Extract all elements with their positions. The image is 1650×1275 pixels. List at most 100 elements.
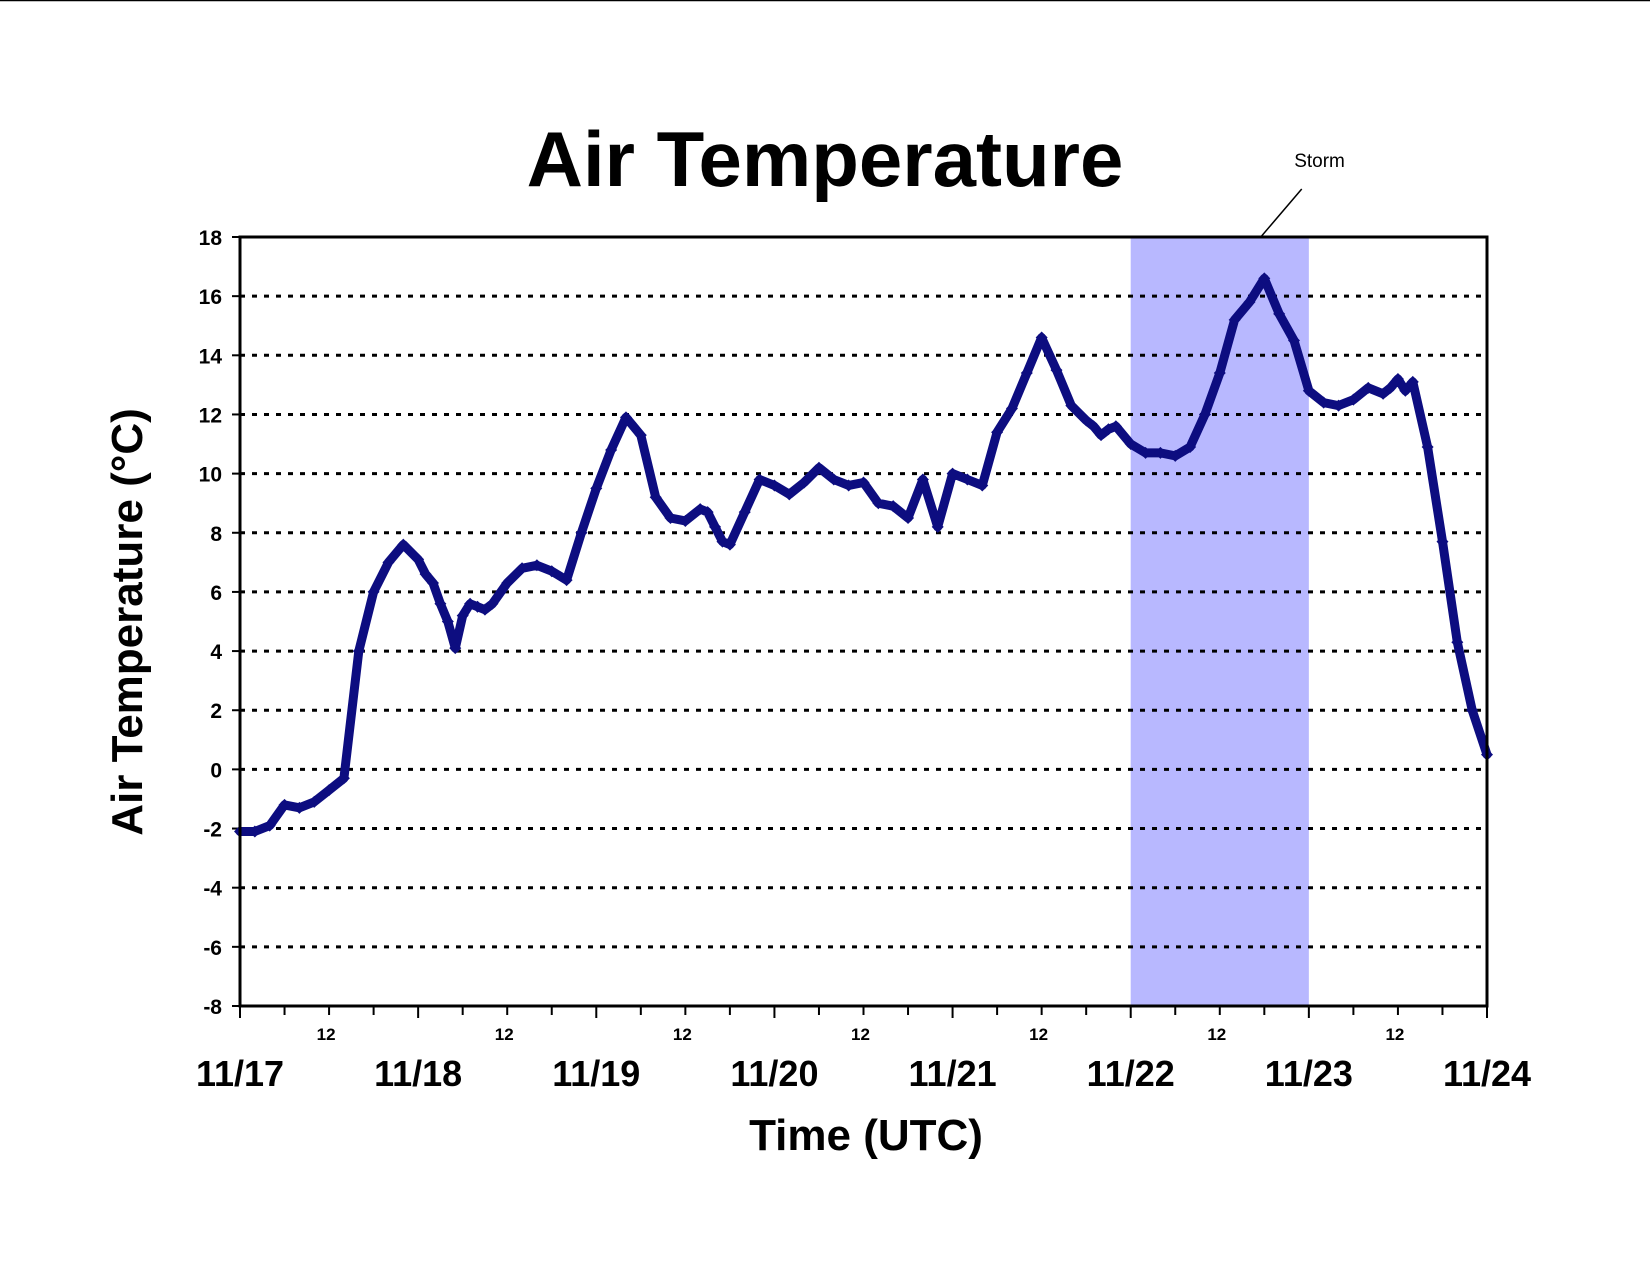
storm-label: Storm: [1294, 151, 1345, 172]
data-point: [590, 482, 603, 495]
data-point: [1347, 393, 1360, 406]
data-point: [798, 476, 811, 489]
data-point: [248, 825, 261, 838]
storm-leader-line: [1260, 188, 1303, 238]
data-point: [545, 565, 558, 578]
data-point: [382, 556, 395, 569]
data-point: [263, 819, 276, 832]
data-point: [449, 642, 462, 655]
x-day-tick-label: 11/23: [1265, 1053, 1353, 1094]
data-point: [1258, 272, 1271, 285]
y-tick-label: -8: [203, 996, 222, 1019]
data-point: [701, 506, 714, 519]
data-point: [575, 526, 588, 539]
chart-title: Air Temperature: [527, 115, 1124, 203]
gridlines: [240, 294, 1487, 949]
x-axis-ticks: 12 12 12 12 12 12 12 11/17 11/18 11/19 11/20 11/21 1…: [196, 1006, 1531, 1094]
data-point: [872, 497, 885, 510]
data-point: [441, 615, 454, 628]
data-point: [419, 568, 432, 581]
data-point: [501, 577, 514, 590]
x-day-tick-label: 11/24: [1443, 1053, 1531, 1094]
storm-band: [1130, 237, 1309, 1006]
data-point: [397, 538, 410, 551]
data-point: [753, 473, 766, 486]
x-hour-tick-label: 12: [1207, 1025, 1226, 1044]
y-tick-label: 18: [199, 227, 223, 250]
x-day-tick-label: 11/17: [196, 1053, 284, 1094]
x-axis-label: Time (UTC): [749, 1111, 983, 1160]
data-point: [976, 479, 989, 492]
data-point: [1391, 372, 1404, 385]
data-point: [1243, 296, 1256, 309]
y-tick-label: 16: [199, 286, 222, 309]
data-point: [1198, 408, 1211, 421]
data-point: [352, 645, 365, 658]
y-tick-label: 0: [210, 759, 222, 782]
data-point: [916, 473, 929, 486]
y-axis-ticks: 18 16 14 12 10 8 6 4 2 0 -2 -4 -6 -8: [199, 227, 240, 1019]
data-point: [1139, 446, 1152, 459]
data-point: [1065, 399, 1078, 412]
data-point: [1169, 449, 1182, 462]
data-point: [560, 574, 573, 587]
data-point: [1332, 399, 1345, 412]
y-tick-label: 12: [199, 404, 222, 427]
plot-area-frame: [238, 235, 1489, 1008]
y-tick-label: 14: [199, 345, 223, 368]
data-point: [1184, 440, 1197, 453]
data-point: [634, 429, 647, 442]
data-point: [1466, 704, 1479, 717]
data-point: [738, 506, 751, 519]
y-tick-label: 10: [199, 464, 222, 487]
data-point: [1005, 402, 1018, 415]
data-point: [946, 467, 959, 480]
y-axis-label: Air Temperature (°C): [103, 408, 152, 836]
data-point: [1080, 414, 1093, 427]
data-point: [1317, 396, 1330, 409]
data-point: [768, 479, 781, 492]
data-point: [902, 511, 915, 524]
data-point: [367, 585, 380, 598]
data-point: [1087, 420, 1100, 433]
data-point: [649, 491, 662, 504]
data-point: [664, 511, 677, 524]
data-point: [1377, 387, 1390, 400]
x-day-tick-label: 11/18: [374, 1053, 462, 1094]
data-point: [961, 473, 974, 486]
y-tick-label: 2: [210, 700, 222, 723]
data-point: [1451, 636, 1464, 649]
data-point: [486, 597, 499, 610]
data-point: [516, 562, 529, 575]
x-hour-tick-label: 12: [1029, 1025, 1048, 1044]
data-point: [1302, 384, 1315, 397]
data-point: [530, 559, 543, 572]
data-point: [1399, 384, 1412, 397]
data-point: [337, 772, 350, 785]
data-point: [783, 488, 796, 501]
y-tick-label: -2: [203, 819, 222, 842]
data-point: [887, 500, 900, 513]
x-hour-tick-label: 12: [495, 1025, 514, 1044]
data-point: [1109, 420, 1122, 433]
data-point: [1154, 446, 1167, 459]
data-point: [426, 577, 439, 590]
data-point: [723, 538, 736, 551]
data-point: [278, 798, 291, 811]
data-point: [456, 609, 469, 622]
data-point: [842, 479, 855, 492]
data-point: [605, 443, 618, 456]
data-point: [434, 597, 447, 610]
x-hour-tick-label: 12: [317, 1025, 336, 1044]
x-day-tick-label: 11/20: [730, 1053, 818, 1094]
data-point: [991, 426, 1004, 439]
data-point: [293, 801, 306, 814]
data-point: [1035, 331, 1048, 344]
y-tick-label: 4: [210, 641, 222, 664]
data-point: [478, 603, 491, 616]
data-point: [1124, 438, 1137, 451]
data-point: [827, 473, 840, 486]
data-point: [1362, 381, 1375, 394]
